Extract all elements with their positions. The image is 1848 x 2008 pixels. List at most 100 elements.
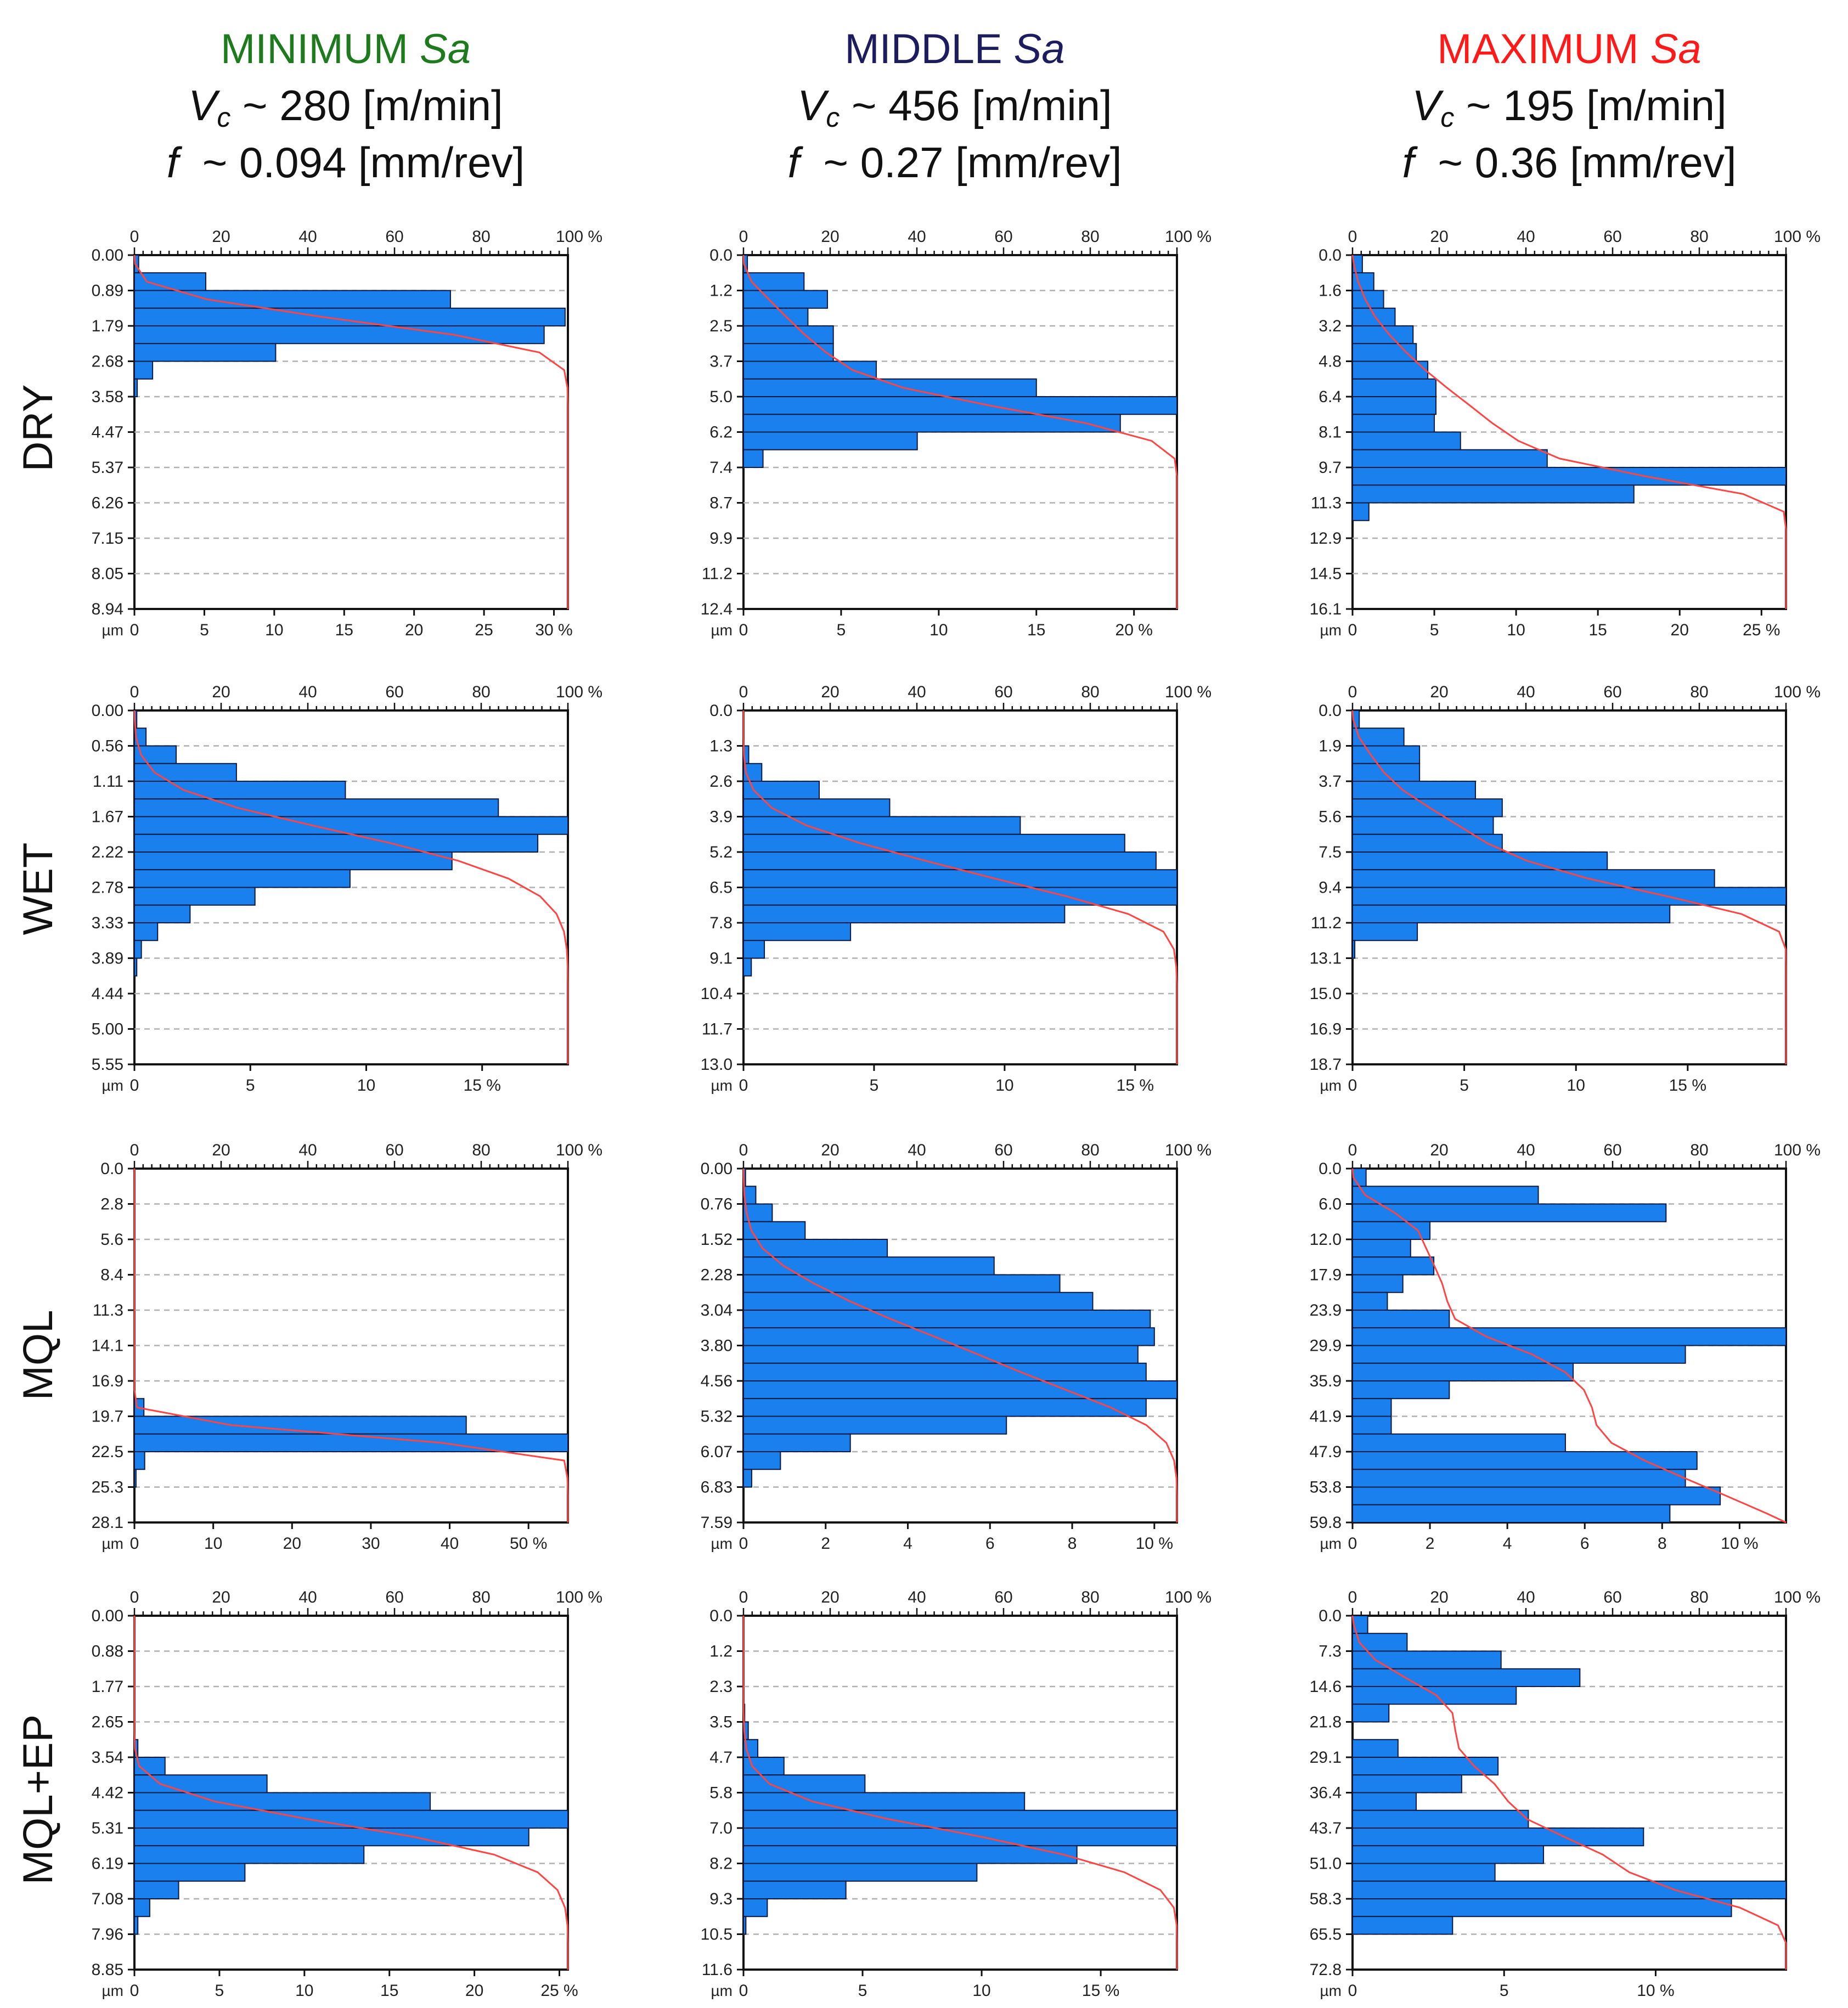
y-tick-label: 5.31: [92, 1819, 123, 1837]
y-tick-label: 53.8: [1310, 1479, 1342, 1497]
cumulative-curve: [1351, 710, 1787, 1064]
y-tick-label: 2.68: [92, 353, 123, 371]
y-tick-label: 1.79: [92, 317, 123, 335]
cumulative-curve: [742, 710, 1178, 1064]
top-tick-label: 100 %: [1165, 228, 1212, 246]
bottom-tick-label: 8: [1658, 1535, 1667, 1553]
histogram-bar: [134, 1809, 568, 1829]
y-tick-label: 5.8: [709, 1784, 733, 1802]
top-tick-label: 80: [472, 683, 490, 701]
y-tick-label: 2.8: [100, 1195, 123, 1214]
y-unit-label: µm: [102, 622, 123, 639]
histogram-bar: [1352, 307, 1396, 326]
y-tick-label: 3.80: [701, 1337, 733, 1355]
histogram-bar: [1352, 1668, 1581, 1687]
histogram-bar: [1352, 1704, 1390, 1723]
top-tick-label: 60: [994, 228, 1012, 246]
y-tick-label: 11.2: [1311, 914, 1342, 932]
histogram-bar: [1352, 1845, 1545, 1864]
histogram-bar: [134, 940, 142, 959]
histogram-bar: [743, 343, 834, 362]
y-tick-label: 22.5: [92, 1443, 123, 1461]
histogram-bar: [1352, 1345, 1686, 1364]
histogram-bar: [1352, 1650, 1502, 1669]
y-tick-label: 8.05: [92, 565, 123, 583]
y-tick-label: 7.96: [92, 1926, 123, 1944]
histogram-bar: [743, 1827, 1177, 1847]
bottom-tick-label: 10: [357, 1076, 375, 1095]
f-symbol: f: [787, 138, 800, 187]
histogram-bar: [743, 869, 1177, 888]
column-header-maximum: MAXIMUM Sa Vc ~ 195 [m/min] f ~ 0.36 [mm…: [1295, 22, 1844, 191]
bottom-tick-label: 20: [465, 1982, 483, 2000]
bottom-tick-label: 5: [870, 1076, 879, 1095]
top-tick-label: 80: [1690, 1141, 1708, 1159]
histogram-bar: [743, 1845, 1078, 1864]
top-tick-label: 20: [212, 1588, 230, 1606]
histogram-mql-minimum: 0.0 2.8 5.6 8.4 11.3 14.1 16.9 19.7 22.5 25.3 28.1…: [92, 1141, 602, 1553]
cumulative-curve: [742, 1616, 1178, 1970]
histogram-bar: [1352, 1486, 1721, 1505]
histogram-bar: [1352, 414, 1435, 433]
y-tick-label: 3.58: [92, 388, 123, 406]
histogram-bar: [743, 1239, 888, 1258]
y-tick-label: 72.8: [1310, 1961, 1342, 1979]
y-tick-label: 4.7: [709, 1748, 733, 1767]
y-tick-label: 3.7: [1319, 772, 1342, 791]
top-tick-label: 60: [1603, 1141, 1621, 1159]
top-tick-label: 20: [821, 1588, 839, 1606]
bottom-tick-label: 0: [130, 1982, 139, 2000]
y-tick-label: 8.7: [709, 494, 733, 512]
top-tick-label: 40: [298, 1141, 317, 1159]
bottom-tick-label: 0: [739, 621, 748, 639]
top-tick-label: 80: [1081, 1141, 1099, 1159]
top-tick-label: 20: [212, 1141, 230, 1159]
histogram-bar: [743, 360, 877, 380]
top-tick-label: 0: [739, 228, 748, 246]
y-tick-label: 14.6: [1310, 1678, 1342, 1696]
top-tick-label: 40: [1517, 228, 1535, 246]
y-tick-label: 1.11: [93, 772, 123, 791]
bottom-tick-label: 10: [265, 621, 283, 639]
vc-value: ~ 195 [m/min]: [1454, 81, 1727, 129]
y-tick-label: 7.15: [92, 529, 123, 548]
y-tick-label: 16.9: [1310, 1020, 1342, 1039]
histogram-bar: [743, 1774, 866, 1793]
y-tick-label: 1.67: [92, 808, 123, 826]
vc-subscript: c: [1440, 102, 1455, 133]
y-tick-label: 6.5: [709, 879, 733, 897]
cumulative-curve: [133, 1616, 569, 1970]
y-tick-label: 29.9: [1310, 1337, 1342, 1355]
histogram-bar: [743, 1916, 747, 1935]
y-tick-label: 25.3: [92, 1479, 123, 1497]
histogram-bar: [743, 325, 834, 345]
y-tick-label: 7.3: [1319, 1643, 1342, 1661]
bottom-tick-label: 30 %: [535, 621, 572, 639]
bottom-tick-label: 25 %: [1743, 621, 1780, 639]
bottom-tick-label: 0: [739, 1535, 748, 1553]
cumulative-curve: [1351, 1168, 1787, 1524]
vc-symbol: V: [1412, 81, 1441, 129]
column-title-sa: Sa: [1013, 26, 1065, 72]
histogram-bar: [743, 816, 1021, 835]
y-tick-label: 9.9: [709, 529, 733, 548]
y-tick-label: 9.7: [1319, 459, 1342, 477]
column-title-sa: Sa: [1650, 26, 1701, 72]
row-label-wet: WET: [15, 842, 61, 935]
top-tick-label: 0: [739, 683, 748, 701]
histogram-bar: [1352, 1809, 1529, 1829]
bottom-tick-label: 15 %: [1669, 1076, 1706, 1095]
top-tick-label: 40: [298, 1588, 317, 1606]
histogram-bar: [1352, 1469, 1686, 1488]
bottom-tick-label: 5: [837, 621, 846, 639]
cumulative-curve: [742, 255, 1178, 609]
bottom-tick-label: 6: [1580, 1535, 1590, 1553]
histogram-bar: [1352, 325, 1414, 345]
cutting-speed: Vc ~ 195 [m/min]: [1295, 77, 1844, 134]
y-tick-label: 35.9: [1310, 1372, 1342, 1390]
y-tick-label: 8.85: [92, 1961, 123, 1979]
histogram-bar: [1352, 449, 1548, 468]
histogram-bar: [743, 449, 764, 468]
y-tick-label: 0.0: [1319, 702, 1342, 720]
bottom-tick-label: 10: [204, 1535, 222, 1553]
